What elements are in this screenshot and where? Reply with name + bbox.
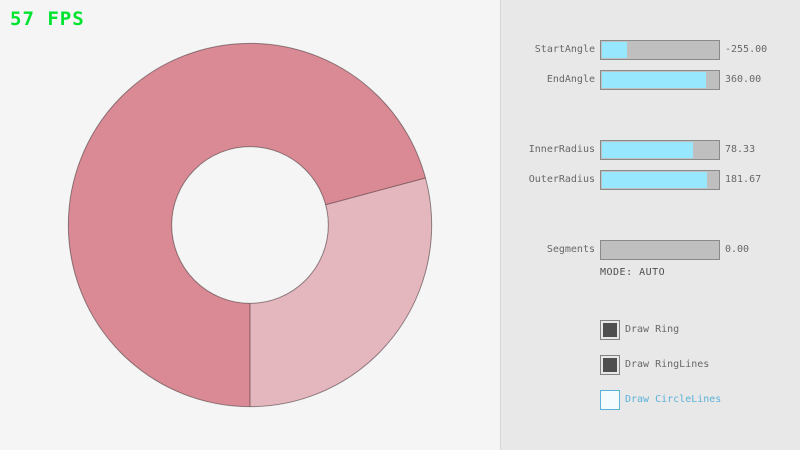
startangle-label: StartAngle [534, 44, 595, 55]
ring-canvas: 57 FPS [10, 8, 433, 408]
draw-ring-row: Draw Ring [0, 320, 800, 340]
ring-line-start [325, 177, 426, 206]
ring-sector-light [250, 177, 432, 407]
endangle-slider-row: EndAngle 360.00 [0, 70, 800, 90]
fps-counter: 57 FPS [10, 8, 85, 30]
ring-outline-inner [171, 146, 329, 304]
outerradius-label: OuterRadius [528, 174, 595, 185]
outerradius-slider[interactable] [600, 170, 720, 190]
ring-drawing [67, 42, 433, 408]
startangle-value: -255.00 [725, 44, 768, 55]
outerradius-slider-fill[interactable] [602, 172, 707, 188]
innerradius-slider[interactable] [600, 140, 720, 160]
endangle-slider[interactable] [600, 70, 720, 90]
innerradius-slider-fill[interactable] [602, 142, 693, 158]
endangle-slider-fill[interactable] [602, 72, 706, 88]
ring-outline-outer [67, 42, 433, 408]
mode-text: MODE: AUTO [600, 267, 666, 278]
draw-ring-checkbox[interactable] [600, 320, 620, 340]
endangle-value: 360.00 [725, 74, 762, 85]
endangle-label: EndAngle [546, 74, 595, 85]
innerradius-label: InnerRadius [528, 144, 595, 155]
checkmark-fill [603, 358, 617, 372]
controls-panel [500, 0, 800, 450]
draw-circlelines-label: Draw CircleLines [625, 394, 722, 405]
innerradius-value: 78.33 [725, 144, 756, 155]
segments-slider[interactable] [600, 240, 720, 260]
draw-ring-label: Draw Ring [625, 324, 680, 335]
draw-circlelines-checkbox[interactable] [600, 390, 620, 410]
startangle-slider[interactable] [600, 40, 720, 60]
draw-ringlines-row: Draw RingLines [0, 355, 800, 375]
outerradius-value: 181.67 [725, 174, 762, 185]
segments-value: 0.00 [725, 244, 750, 255]
draw-ringlines-checkbox[interactable] [600, 355, 620, 375]
innerradius-slider-row: InnerRadius 78.33 [0, 140, 800, 160]
draw-ringlines-label: Draw RingLines [625, 359, 710, 370]
segments-label: Segments [546, 244, 595, 255]
checkmark-fill [603, 323, 617, 337]
segments-slider-row: Segments 0.00 [0, 240, 800, 260]
outerradius-slider-row: OuterRadius 181.67 [0, 170, 800, 190]
draw-circlelines-row: Draw CircleLines [0, 390, 800, 410]
startangle-slider-row: StartAngle -255.00 [0, 40, 800, 60]
startangle-slider-fill[interactable] [602, 42, 627, 58]
